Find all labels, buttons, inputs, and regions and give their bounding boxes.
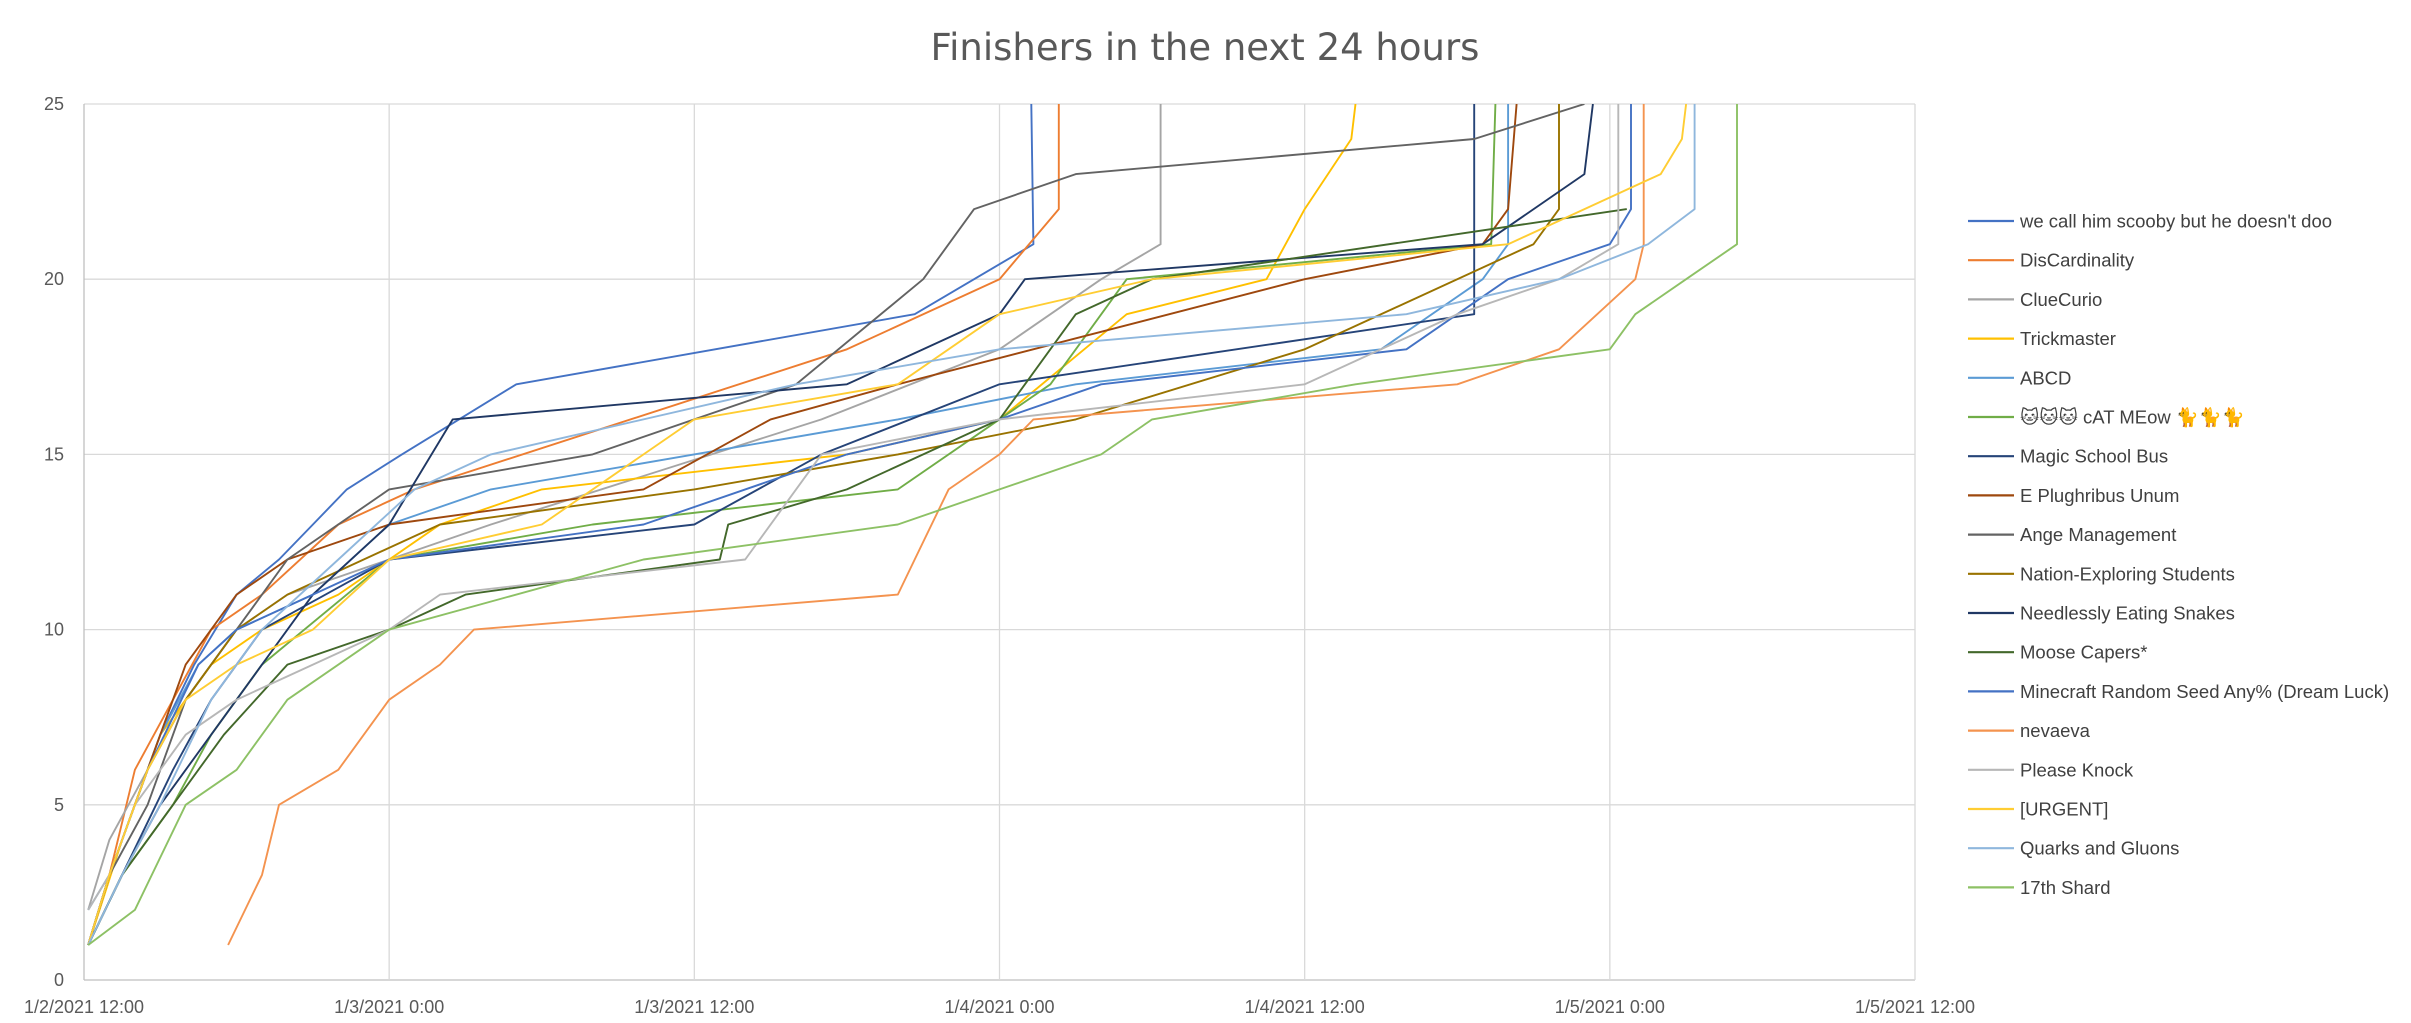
series-line-2	[87, 104, 1060, 946]
legend-item: Please Knock	[1968, 759, 2134, 780]
legend-label: Moose Capers*	[2020, 642, 2148, 663]
y-tick-label: 20	[44, 269, 64, 289]
series-line-16	[87, 104, 1688, 946]
legend-item: Magic School Bus	[1968, 446, 2168, 467]
legend-label: Please Knock	[2020, 759, 2134, 780]
legend-label: DisCardinality	[2020, 250, 2135, 271]
x-axis-tick-labels: 1/2/2021 12:00 1/3/2021 0:00 1/3/2021 12:0…	[24, 997, 1975, 1017]
legend-label: Quarks and Gluons	[2020, 838, 2179, 859]
legend-label: ABCD	[2020, 367, 2071, 388]
x-tick-label: 1/4/2021 12:00	[1245, 997, 1365, 1017]
y-axis-tick-labels: 0 5 10 15 20 25	[44, 94, 64, 990]
legend-label: Ange Management	[2020, 524, 2176, 545]
series-line-8	[87, 104, 1518, 946]
x-tick-label: 1/3/2021 0:00	[334, 997, 444, 1017]
legend-label: we call him scooby but he doesn't doo	[2019, 211, 2332, 232]
legend-label: Magic School Bus	[2020, 446, 2168, 467]
series-line-14	[227, 104, 1645, 946]
legend-item: Nation-Exploring Students	[1968, 563, 2235, 584]
legend-label: Minecraft Random Seed Any% (Dream Luck)	[2020, 681, 2389, 702]
series-line-15	[87, 104, 1620, 911]
legend-item: 🐱🐱🐱 cAT MEow 🐈🐈🐈	[1968, 407, 2245, 429]
legend-label: [URGENT]	[2020, 799, 2108, 820]
y-tick-label: 25	[44, 94, 64, 114]
x-tick-label: 1/5/2021 0:00	[1555, 997, 1665, 1017]
legend: we call him scooby but he doesn't doo Dis…	[1968, 211, 2389, 898]
legend-item: Minecraft Random Seed Any% (Dream Luck)	[1968, 681, 2389, 702]
legend-item: 17th Shard	[1968, 877, 2111, 898]
series-line-6	[87, 104, 1497, 946]
y-tick-label: 15	[44, 444, 64, 464]
legend-label: Nation-Exploring Students	[2020, 563, 2235, 584]
legend-item: Ange Management	[1968, 524, 2176, 545]
legend-item: E Plughribus Unum	[1968, 485, 2179, 506]
series-line-13	[87, 104, 1632, 946]
x-tick-label: 1/3/2021 12:00	[634, 997, 754, 1017]
legend-label: Needlessly Eating Snakes	[2020, 603, 2235, 624]
series-line-17	[87, 104, 1696, 946]
plot-series-lines	[87, 104, 1738, 946]
legend-item: [URGENT]	[1968, 799, 2108, 820]
legend-item: Quarks and Gluons	[1968, 838, 2179, 859]
series-line-7	[87, 104, 1476, 946]
x-tick-label: 1/2/2021 12:00	[24, 997, 144, 1017]
y-tick-label: 0	[54, 970, 64, 990]
x-tick-label: 1/4/2021 0:00	[944, 997, 1054, 1017]
legend-item: Trickmaster	[1968, 328, 2116, 349]
legend-label: E Plughribus Unum	[2020, 485, 2179, 506]
legend-item: Moose Capers*	[1968, 642, 2148, 663]
series-line-10	[87, 104, 1560, 946]
legend-item: DisCardinality	[1968, 250, 2135, 271]
legend-item: ABCD	[1968, 367, 2071, 388]
series-line-11	[87, 104, 1594, 946]
legend-label: nevaeva	[2020, 720, 2091, 741]
legend-item: ClueCurio	[1968, 289, 2102, 310]
legend-label: 17th Shard	[2020, 877, 2111, 898]
legend-item: nevaeva	[1968, 720, 2091, 741]
legend-label: Trickmaster	[2020, 328, 2116, 349]
legend-label: 🐱🐱🐱 cAT MEow 🐈🐈🐈	[2020, 407, 2245, 429]
y-tick-label: 5	[54, 795, 64, 815]
series-line-4	[87, 104, 1357, 946]
series-line-18	[87, 104, 1738, 946]
legend-item: Needlessly Eating Snakes	[1968, 603, 2235, 624]
chart-title: Finishers in the next 24 hours	[931, 26, 1480, 69]
x-tick-label: 1/5/2021 12:00	[1855, 997, 1975, 1017]
legend-label: ClueCurio	[2020, 289, 2102, 310]
legend-item: we call him scooby but he doesn't doo	[1968, 211, 2332, 232]
series-line-9	[87, 104, 1585, 946]
y-tick-label: 10	[44, 620, 64, 640]
